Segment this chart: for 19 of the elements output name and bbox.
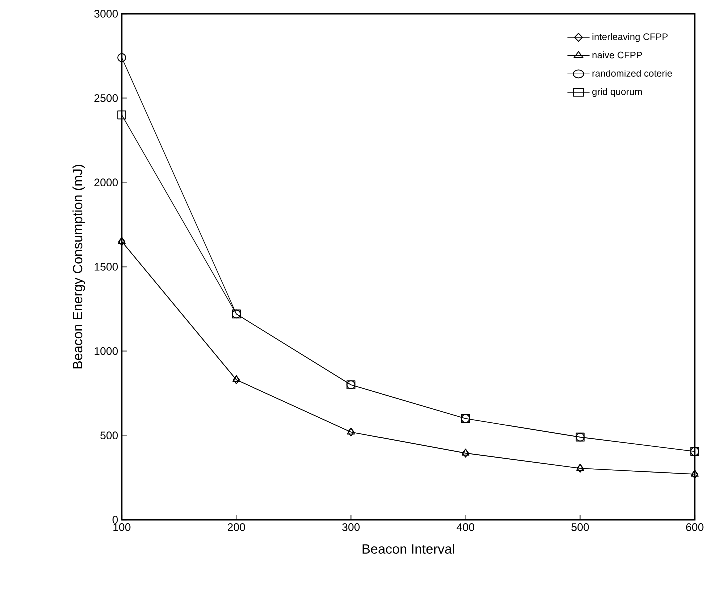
y-tick-label: 1500 (94, 263, 118, 271)
y-tick-label: 3000 (94, 10, 118, 18)
y-tick-label: 2000 (94, 178, 118, 187)
x-tick-label: 300 (342, 524, 360, 532)
y-axis-title: Beacon Energy Consumption (mJ) (72, 165, 86, 369)
y-tick-label: 2500 (94, 94, 118, 102)
x-tick-label: 600 (686, 524, 704, 532)
legend-label: grid quorum (592, 88, 642, 98)
x-tick-label: 100 (114, 524, 131, 532)
x-axis-title: Beacon Interval (362, 544, 454, 554)
y-tick-label: 500 (100, 432, 118, 440)
legend-label: interleaving CFPP (592, 33, 668, 42)
y-tick-label: 1000 (94, 347, 118, 356)
x-tick-label: 400 (456, 524, 474, 532)
y-tick-label: 0 (112, 516, 118, 524)
legend-label: naive CFPP (592, 52, 642, 59)
x-tick-label: 500 (572, 524, 590, 532)
legend-label: randomized coterie (592, 70, 672, 77)
x-tick-label: 200 (228, 524, 246, 532)
